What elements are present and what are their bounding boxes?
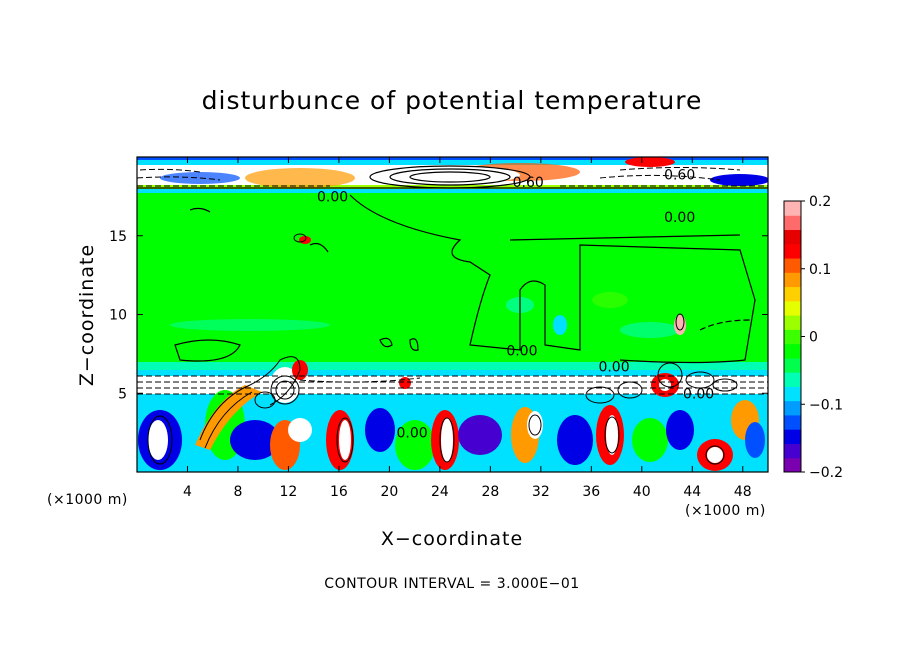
colorbar-swatch (784, 300, 801, 316)
x-axis: 4 8 12 16 20 24 28 32 36 40 44 48 (183, 157, 752, 500)
colorbar-swatch (784, 286, 801, 302)
plume-contours (147, 233, 738, 465)
colorbar-swatch (784, 272, 801, 288)
colorbar-swatch (784, 243, 801, 259)
contour-interval-note: CONTOUR INTERVAL = 3.000E−01 (324, 576, 580, 592)
x-tick-label: 48 (734, 484, 752, 500)
colorbar (783, 200, 802, 473)
contour-label: 0.00 (598, 359, 629, 375)
contour-labels: 0.00 0.60 0.60 0.00 0.00 0.00 0.00 0.00 (317, 167, 714, 441)
colorbar-swatch (784, 315, 801, 330)
x-axis-label: X−coordinate (380, 528, 524, 550)
colorbar-swatch (784, 457, 801, 473)
x-tick-label: 8 (233, 484, 242, 500)
y-axis: 5 10 15 (109, 229, 768, 402)
contour-label: 0.00 (317, 189, 348, 205)
x-tick-label: 28 (481, 484, 499, 500)
x-unit-right: (×1000 m) (685, 503, 766, 519)
shaded-field (137, 157, 768, 472)
colorbar-tick-label: 0.2 (809, 194, 831, 210)
contour-lines (137, 165, 768, 364)
x-tick-label: 40 (633, 484, 651, 500)
x-tick-label: 4 (183, 484, 192, 500)
colorbar-swatch (784, 429, 801, 444)
x-tick-label: 32 (532, 484, 550, 500)
x-unit-left: (×1000 m) (47, 492, 128, 508)
colorbar-swatch (784, 443, 801, 459)
colorbar-swatch (784, 258, 801, 273)
x-tick-label: 12 (280, 484, 298, 500)
contour-label: 0.60 (664, 167, 695, 183)
negative-contours (137, 167, 768, 395)
colorbar-swatch (784, 414, 801, 430)
y-tick-label: 5 (118, 386, 127, 402)
colorbar-swatch (784, 229, 801, 245)
contour-label: 0.00 (397, 426, 428, 442)
y-axis-label: Z−coordinate (76, 244, 98, 386)
x-tick-label: 24 (431, 484, 449, 500)
colorbar-tick-label: 0 (809, 330, 818, 346)
x-tick-label: 36 (582, 484, 600, 500)
colorbar-swatch (784, 357, 801, 373)
colorbar-tick-label: 0.1 (809, 262, 831, 278)
x-tick-label: 20 (380, 484, 398, 500)
colorbar-swatch (784, 372, 801, 387)
x-tick-label: 44 (683, 484, 701, 500)
y-tick-label: 15 (109, 229, 127, 245)
colorbar-labels: 0.2 0.1 0 −0.1 −0.2 (801, 194, 843, 481)
x-tick-label: 16 (330, 484, 348, 500)
colorbar-tick-label: −0.2 (809, 465, 843, 481)
contour-label: 0.00 (506, 344, 537, 360)
colorbar-tick-label: −0.1 (809, 397, 843, 413)
contour-label: 0.00 (664, 210, 695, 226)
colorbar-swatch (784, 329, 801, 345)
contour-label: 0.00 (683, 386, 714, 402)
colorbar-swatch (784, 343, 801, 359)
contour-label: 0.60 (513, 175, 544, 191)
colorbar-swatch (784, 215, 801, 231)
colorbar-swatch (784, 400, 801, 416)
chart-title: disturbunce of potential temperature (201, 86, 703, 115)
y-tick-label: 10 (109, 308, 127, 324)
colorbar-swatch (784, 386, 801, 402)
colorbar-swatch (784, 201, 801, 216)
